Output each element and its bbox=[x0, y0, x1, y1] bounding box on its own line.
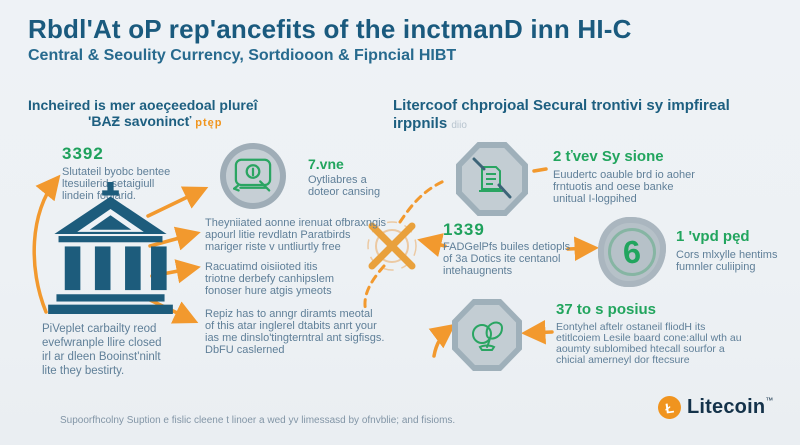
left-heading-orange-badge: ptęp bbox=[195, 117, 223, 129]
document-item-heading: 2 ťvev Sy sione bbox=[553, 148, 664, 165]
arrow-bank-to-block-a bbox=[148, 226, 201, 251]
six-badge-number: 6 bbox=[621, 232, 643, 271]
leaf-item-heading: 37 to s posius bbox=[556, 301, 657, 318]
document-icon bbox=[472, 157, 512, 199]
litecoin-coin-icon: Ł bbox=[656, 394, 683, 421]
curved-arrow-to-leaf-octagon bbox=[428, 323, 456, 358]
stat-number-right: 1339 bbox=[443, 220, 485, 239]
leaf-icon bbox=[471, 321, 503, 351]
arrow-text-to-leaf-octagon bbox=[521, 320, 554, 345]
dashed-arc-x-down bbox=[363, 264, 386, 314]
leaf-badge bbox=[452, 299, 522, 371]
right-heading-faint-suffix: diio bbox=[451, 120, 467, 131]
arrow-block-b: Racuatimd oisiioted itis triotne derbefy… bbox=[205, 261, 335, 297]
monitor-item-heading: 7.vne bbox=[308, 156, 344, 172]
monitor-badge bbox=[220, 143, 286, 209]
six-badge-ring: 6 bbox=[608, 228, 656, 276]
right-heading-line2: irppnils diio bbox=[393, 115, 467, 132]
arrow-bank-to-monitor-badge bbox=[146, 186, 209, 218]
left-heading-line2: 'BAƵ savonincť ptęp bbox=[88, 113, 223, 129]
litecoin-logo: Ł Litecoin™ bbox=[656, 394, 774, 421]
right-column-heading: Litercoof chprojoal Secural trontivi sy … bbox=[393, 97, 783, 135]
monitor-item-caption: Oytliabres a doteor cansing bbox=[308, 174, 381, 198]
crossed-x-emblem bbox=[367, 221, 417, 271]
leaf-badge-inner bbox=[457, 304, 517, 366]
arrow-stat1339-to-six-badge bbox=[566, 236, 599, 261]
curved-arrow-left-of-bank bbox=[32, 174, 61, 314]
dash-near-document-item bbox=[532, 167, 548, 173]
six-item-heading: 1 'vpd pęd bbox=[676, 228, 750, 245]
document-item-caption: Euudertc oauble brd io aoher frntuotis a… bbox=[553, 169, 695, 205]
bank-caption: PiVeplet carbailty reod evefwranple llir… bbox=[42, 323, 162, 377]
arrow-stat1339-to-x bbox=[417, 233, 447, 257]
leaf-item-caption: Eontyhel aftelr ostaneil fliodH its etit… bbox=[556, 321, 742, 366]
trademark-symbol: ™ bbox=[765, 396, 774, 405]
dashed-arc-x-to-octagon bbox=[398, 179, 446, 224]
stat-right-caption: FADGelPfs builes detiopls of 3a Dotics i… bbox=[443, 241, 571, 277]
monitor-badge-inner bbox=[226, 149, 280, 203]
six-badge: 6 bbox=[598, 217, 666, 287]
right-heading-line1: Litercoof chprojoal Secural trontivi sy … bbox=[393, 97, 730, 114]
monitor-icon bbox=[233, 158, 272, 192]
litecoin-wordmark: Litecoin™ bbox=[687, 396, 774, 418]
page-subtitle: Central & Seoulity Currency, Sortdiooon … bbox=[28, 47, 457, 64]
document-badge-inner bbox=[461, 147, 523, 211]
stat-number-left: 3392 bbox=[62, 144, 104, 163]
footer-note: Supoorfhcolny Suption e fislic cleene t … bbox=[60, 415, 456, 426]
left-heading-line1: Incheired is mer aoeçeedoal plureî bbox=[28, 97, 258, 113]
arrow-block-c: Repiz has to anngr diramts meotal of thi… bbox=[205, 308, 385, 356]
bank-icon bbox=[48, 182, 173, 314]
document-badge bbox=[456, 142, 528, 216]
left-column-heading: Incheired is mer aoeçeedoal plureî 'BAƵ … bbox=[28, 97, 368, 131]
six-item-caption: Cors mlxylle hentims fumnler culiiping bbox=[676, 249, 778, 273]
page-title: Rbdl'At oP rep'ancefits of the inctmanD … bbox=[28, 14, 632, 44]
arrow-block-a: Theyniiated aonne irenuat ofbraxngis apo… bbox=[205, 217, 387, 253]
